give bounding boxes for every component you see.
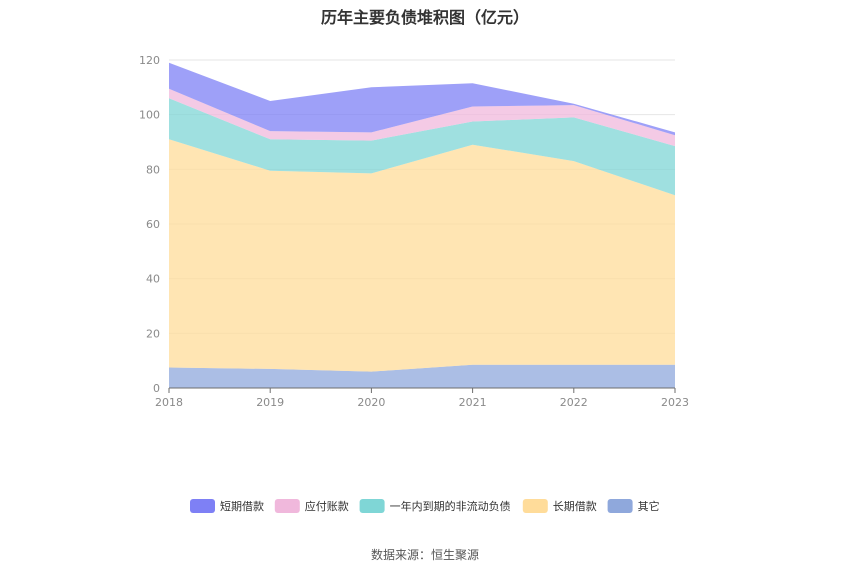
legend-item-其它[interactable]: 其它	[607, 499, 660, 513]
area-一年内到期的非流动负债	[169, 98, 675, 196]
legend-swatch	[359, 499, 385, 513]
area-其它	[169, 364, 675, 388]
y-tick-label: 80	[146, 163, 160, 176]
area-应付账款	[169, 88, 675, 147]
legend-label: 短期借款	[220, 499, 264, 513]
y-tick-label: 120	[139, 54, 160, 67]
area-长期借款	[169, 139, 675, 372]
x-tick-label: 2022	[560, 396, 588, 409]
x-tick-label: 2020	[357, 396, 385, 409]
area-series	[169, 62, 675, 388]
legend-item-一年内到期的非流动负债[interactable]: 一年内到期的非流动负债	[359, 499, 511, 513]
y-tick-label: 40	[146, 273, 160, 286]
legend-swatch	[522, 499, 548, 513]
legend: 短期借款 应付账款 一年内到期的非流动负债 长期借款 其它	[190, 499, 660, 513]
y-tick-label: 60	[146, 218, 160, 231]
legend-label: 应付账款	[305, 499, 349, 513]
area-短期借款	[169, 62, 675, 136]
legend-label: 一年内到期的非流动负债	[390, 499, 511, 513]
legend-swatch	[190, 499, 215, 513]
legend-item-应付账款[interactable]: 应付账款	[274, 499, 349, 513]
axes: 0 20 40 60 80 100 120 2018 2019 2020 2021 2022 2023	[139, 54, 689, 409]
chart-title: 历年主要负债堆积图（亿元）	[320, 8, 529, 27]
data-source-note: 数据来源：恒生聚源	[370, 548, 479, 562]
legend-label: 其它	[638, 499, 660, 513]
legend-swatch	[607, 499, 633, 513]
x-tick-label: 2018	[155, 396, 183, 409]
legend-label: 长期借款	[553, 499, 597, 513]
legend-swatch	[274, 499, 300, 513]
legend-item-短期借款[interactable]: 短期借款	[190, 499, 264, 513]
x-tick-label: 2019	[256, 396, 284, 409]
y-tick-label: 20	[146, 327, 160, 340]
x-tick-label: 2023	[661, 396, 689, 409]
y-tick-label: 100	[139, 109, 160, 122]
x-tick-label: 2021	[459, 396, 487, 409]
y-tick-label: 0	[153, 382, 160, 395]
legend-item-长期借款[interactable]: 长期借款	[522, 499, 597, 513]
